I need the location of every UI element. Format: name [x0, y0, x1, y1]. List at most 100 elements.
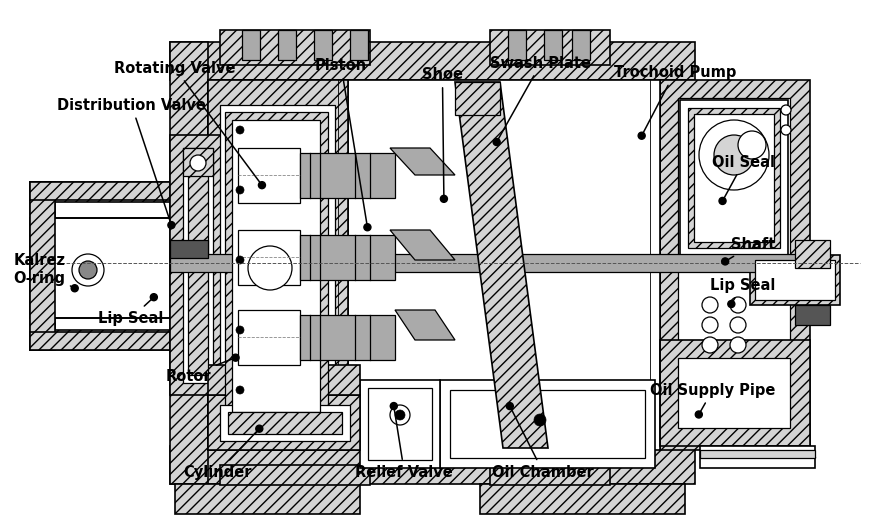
Bar: [175, 484, 360, 514]
Bar: [479, 484, 684, 514]
Bar: [208, 80, 659, 450]
Circle shape: [729, 337, 745, 353]
Circle shape: [79, 261, 97, 279]
Circle shape: [493, 138, 500, 146]
Circle shape: [235, 326, 244, 334]
Bar: [169, 42, 208, 484]
Polygon shape: [390, 148, 455, 175]
Circle shape: [694, 411, 702, 418]
Circle shape: [363, 224, 371, 231]
Bar: [677, 98, 789, 428]
Bar: [754, 260, 834, 300]
Bar: [694, 114, 774, 242]
Circle shape: [781, 105, 790, 115]
Bar: [30, 182, 169, 200]
Text: Oil Seal: Oil Seal: [711, 155, 774, 201]
Bar: [208, 80, 348, 450]
Bar: [238, 230, 299, 285]
Bar: [238, 148, 299, 203]
Bar: [699, 450, 814, 458]
Bar: [188, 155, 208, 375]
Bar: [232, 120, 320, 412]
Bar: [30, 182, 169, 350]
Circle shape: [702, 317, 717, 333]
Circle shape: [150, 294, 157, 301]
Text: Distribution Valve: Distribution Valve: [57, 98, 205, 225]
Bar: [30, 332, 169, 350]
Text: Swash Plate: Swash Plate: [490, 56, 591, 142]
Text: Shaft: Shaft: [724, 237, 774, 261]
Bar: [169, 42, 694, 80]
Bar: [313, 30, 332, 60]
Circle shape: [235, 126, 244, 134]
Circle shape: [637, 132, 644, 139]
Text: Rotor: Rotor: [165, 358, 235, 383]
Circle shape: [242, 375, 253, 385]
Bar: [225, 112, 327, 418]
Bar: [220, 105, 335, 425]
Circle shape: [190, 155, 205, 171]
Circle shape: [718, 197, 725, 205]
Text: Oil Chamber: Oil Chamber: [492, 406, 594, 480]
Bar: [659, 340, 810, 446]
Bar: [241, 30, 260, 60]
Bar: [30, 218, 169, 318]
Bar: [220, 405, 349, 441]
Text: Shoe: Shoe: [421, 67, 463, 199]
Circle shape: [781, 125, 790, 135]
Bar: [507, 30, 525, 60]
Circle shape: [721, 258, 728, 265]
Text: Piston: Piston: [314, 58, 367, 227]
Polygon shape: [390, 230, 455, 260]
Bar: [677, 358, 789, 428]
Bar: [794, 240, 829, 268]
Bar: [440, 380, 654, 468]
Bar: [220, 30, 370, 65]
Circle shape: [727, 300, 734, 308]
Circle shape: [72, 254, 104, 286]
Polygon shape: [455, 82, 547, 448]
Text: Trochoid Pump: Trochoid Pump: [613, 65, 735, 136]
Bar: [183, 148, 212, 383]
Bar: [699, 446, 814, 468]
Text: Relief Valve: Relief Valve: [355, 406, 453, 480]
Circle shape: [506, 402, 513, 410]
Bar: [368, 388, 431, 460]
Circle shape: [738, 131, 765, 159]
Bar: [572, 30, 589, 60]
Bar: [169, 240, 208, 258]
Circle shape: [390, 402, 397, 410]
Bar: [208, 365, 360, 395]
Text: Lip Seal: Lip Seal: [709, 278, 774, 304]
Bar: [489, 30, 609, 65]
Bar: [680, 100, 787, 255]
Circle shape: [248, 246, 291, 290]
Circle shape: [394, 410, 405, 420]
Circle shape: [235, 386, 244, 394]
Circle shape: [440, 195, 447, 203]
Circle shape: [702, 337, 717, 353]
Bar: [360, 380, 440, 468]
Text: Rotating Valve: Rotating Valve: [114, 61, 262, 185]
Bar: [220, 465, 370, 485]
Bar: [227, 412, 342, 434]
Circle shape: [235, 186, 244, 194]
Text: Oil Supply Pipe: Oil Supply Pipe: [649, 383, 774, 414]
Bar: [299, 153, 394, 198]
Circle shape: [713, 135, 753, 175]
Text: Kalrez
O-ring: Kalrez O-ring: [13, 253, 75, 288]
Circle shape: [534, 414, 545, 426]
Bar: [543, 30, 561, 60]
Bar: [169, 446, 694, 484]
Bar: [208, 395, 360, 450]
Bar: [489, 465, 609, 485]
Bar: [299, 235, 394, 280]
Text: Lip Seal: Lip Seal: [98, 297, 163, 326]
Bar: [183, 148, 212, 176]
Circle shape: [702, 297, 717, 313]
Bar: [749, 255, 839, 305]
Circle shape: [729, 317, 745, 333]
Polygon shape: [455, 82, 500, 115]
Bar: [55, 202, 169, 330]
Circle shape: [258, 181, 265, 189]
